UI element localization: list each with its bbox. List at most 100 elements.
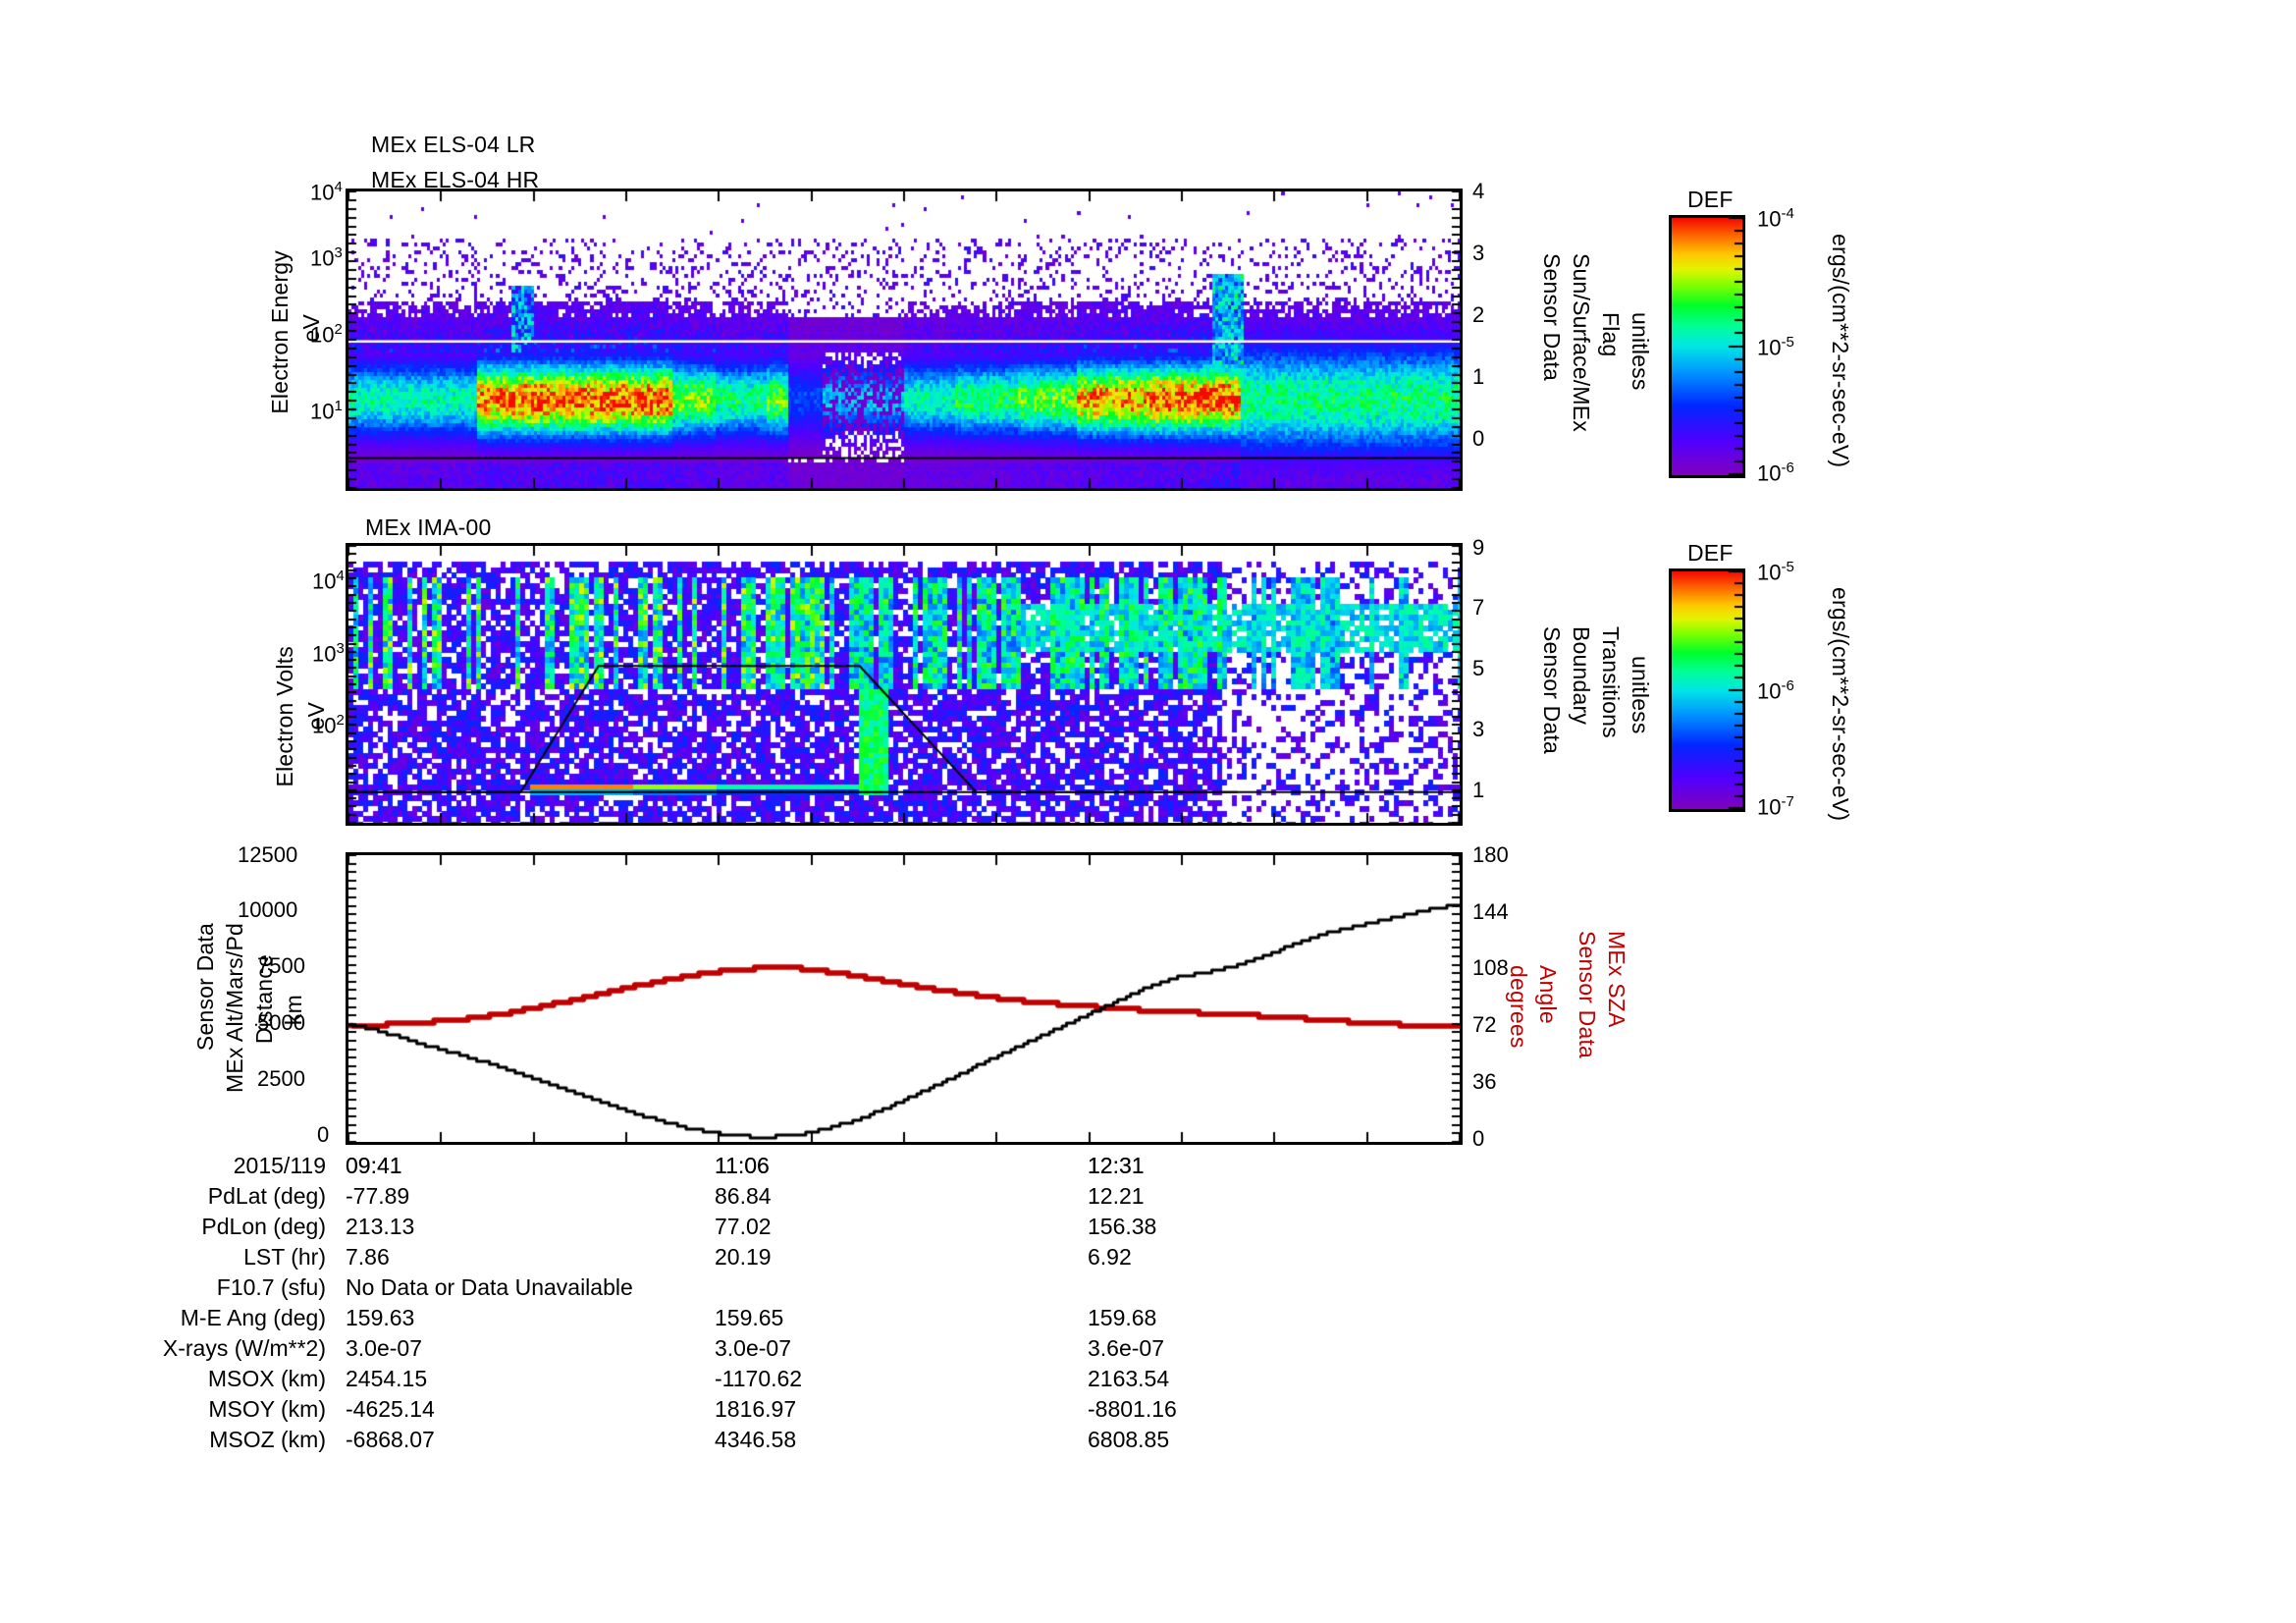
colorbar2-title: DEF: [1687, 540, 1734, 566]
table-cell: 2454.15: [346, 1366, 428, 1391]
table-cell: 12:31: [1088, 1153, 1145, 1178]
panel1-title-hr: MEx ELS-04 HR: [371, 167, 540, 192]
panel1-plot-frame: [346, 189, 1463, 491]
colorbar1-gradient: [1672, 218, 1742, 475]
panel1-ytick-10e4: 104: [310, 179, 343, 205]
panel3-right-label-1: Sensor Data: [1575, 931, 1600, 1059]
panel3-ltick-12500: 12500: [238, 842, 298, 867]
table-row-label: PdLat (deg): [207, 1183, 326, 1209]
table-cell: 20.19: [715, 1244, 772, 1270]
colorbar2-label-mid: 10-6: [1757, 677, 1794, 704]
colorbar1-frame: [1669, 215, 1745, 478]
panel1-right-label-3: Flag: [1598, 312, 1624, 357]
panel2-right-label-3: Transitions: [1598, 626, 1624, 738]
xaxis-time-1: 09:41: [346, 1153, 402, 1178]
panel2-ytick-10e3: 103: [312, 640, 345, 667]
panel3-right-label-3: Angle: [1535, 965, 1561, 1024]
table-cell: -1170.62: [715, 1366, 803, 1391]
panel1-ytick-10e1: 101: [310, 398, 343, 424]
table-cell: 159.63: [346, 1305, 415, 1330]
panel3-right-label-2: MEx SZA: [1604, 931, 1629, 1028]
panel1-ytick-10e2: 102: [310, 321, 343, 348]
panel1-right-label-4: unitless: [1628, 312, 1653, 391]
panel2-rtick-7: 7: [1472, 595, 1485, 620]
table-cell: 6808.85: [1088, 1427, 1170, 1452]
panel1-rtick-4: 4: [1472, 179, 1485, 203]
table-row-label: PdLon (deg): [201, 1214, 326, 1239]
panel3-left-label-2: MEx Alt/Mars/Pd: [222, 923, 247, 1093]
table-cell: 1816.97: [715, 1396, 797, 1422]
colorbar2-label-bottom: 10-7: [1757, 793, 1794, 820]
colorbar2-units: ergs/(cm**2-sr-sec-eV): [1828, 587, 1853, 822]
table-cell: 4346.58: [715, 1427, 797, 1452]
table-row-label: MSOY (km): [208, 1396, 326, 1422]
table-row-label: X-rays (W/m**2): [162, 1335, 326, 1361]
table-cell: 159.65: [715, 1305, 784, 1330]
panel1-title-lr: MEx ELS-04 LR: [371, 132, 536, 157]
table-row-label: 2015/119: [233, 1153, 326, 1178]
panel2-title: MEx IMA-00: [365, 514, 492, 540]
colorbar1-units: ergs/(cm**2-sr-sec-eV): [1828, 234, 1853, 468]
panel3-rtick-108: 108: [1472, 955, 1509, 980]
table-cell: 7.86: [346, 1244, 390, 1270]
panel3-line-plot: [348, 855, 1460, 1142]
ephemeris-table: 2015/119 09:41 11:06 12:31 PdLat (deg) -77.89…: [0, 1153, 1472, 1457]
panel2-plot-frame: [346, 543, 1463, 826]
colorbar1-title: DEF: [1687, 187, 1734, 212]
panel3-ltick-2500: 2500: [257, 1066, 305, 1091]
table-row: M-E Ang (deg) 159.63 159.65 159.68: [0, 1305, 1472, 1335]
table-cell: 77.02: [715, 1214, 772, 1239]
panel1-ylabel-1: Electron Energy: [267, 250, 293, 414]
panel3-ltick-5000: 5000: [257, 1010, 305, 1035]
table-cell: 213.13: [346, 1214, 415, 1239]
table-cell: 159.68: [1088, 1305, 1157, 1330]
panel2-ytick-10e2: 102: [312, 712, 345, 738]
table-row: 2015/119 09:41 11:06 12:31: [0, 1153, 1472, 1183]
panel3-rtick-72: 72: [1472, 1012, 1497, 1037]
table-cell: 156.38: [1088, 1214, 1157, 1239]
table-cell: 3.6e-07: [1088, 1335, 1165, 1361]
colorbar1-label-mid: 10-5: [1757, 334, 1794, 360]
panel2-ytick-10e4: 104: [312, 568, 345, 594]
table-row-label: MSOZ (km): [209, 1427, 326, 1452]
table-cell: 6.92: [1088, 1244, 1132, 1270]
table-cell: 86.84: [715, 1183, 772, 1209]
panel3-ltick-0: 0: [317, 1122, 330, 1147]
panel2-right-label-4: unitless: [1628, 656, 1653, 734]
table-row: F10.7 (sfu) No Data or Data Unavailable: [0, 1274, 1472, 1305]
table-row: X-rays (W/m**2) 3.0e-07 3.0e-07 3.6e-07: [0, 1335, 1472, 1366]
panel3-right-label-4: degrees: [1506, 965, 1531, 1049]
panel1-right-label-2: Sun/Surface/MEx: [1569, 253, 1594, 432]
table-row: MSOY (km) -4625.14 1816.97 -8801.16: [0, 1396, 1472, 1427]
table-row-label: LST (hr): [243, 1244, 326, 1270]
panel2-rtick-9: 9: [1472, 535, 1485, 560]
panel2-right-label-2: Boundary: [1569, 626, 1594, 726]
table-row-label: MSOX (km): [207, 1366, 326, 1391]
panel1-rtick-2: 2: [1472, 302, 1485, 327]
panel1-rtick-0: 0: [1472, 426, 1485, 451]
xaxis-time-3: 12:31: [1088, 1153, 1145, 1178]
panel3-rtick-144: 144: [1472, 899, 1509, 924]
panel1-spectrogram: [348, 191, 1460, 488]
panel3-ltick-10000: 10000: [238, 897, 298, 922]
table-cell: 3.0e-07: [346, 1335, 423, 1361]
panel3-ltick-7500: 7500: [257, 953, 305, 978]
table-cell: 09:41: [346, 1153, 402, 1178]
table-row-label: M-E Ang (deg): [180, 1305, 326, 1330]
panel2-right-label-1: Sensor Data: [1539, 626, 1565, 755]
panel3-rtick-36: 36: [1472, 1069, 1497, 1094]
panel1-right-label-1: Sensor Data: [1539, 253, 1565, 382]
panel1-rtick-3: 3: [1472, 241, 1485, 265]
colorbar2-gradient: [1672, 571, 1742, 809]
panel1-rtick-1: 1: [1472, 364, 1485, 389]
panel3-rtick-180: 180: [1472, 842, 1509, 867]
colorbar1-label-bottom: 10-6: [1757, 460, 1794, 486]
table-cell: -77.89: [346, 1183, 410, 1209]
table-row: MSOZ (km) -6868.07 4346.58 6808.85: [0, 1427, 1472, 1457]
table-cell: 3.0e-07: [715, 1335, 792, 1361]
table-cell: -4625.14: [346, 1396, 435, 1422]
panel1-ytick-10e3: 103: [310, 244, 343, 271]
panel2-rtick-5: 5: [1472, 656, 1485, 680]
table-row: PdLat (deg) -77.89 86.84 12.21: [0, 1183, 1472, 1214]
table-row: LST (hr) 7.86 20.19 6.92: [0, 1244, 1472, 1274]
